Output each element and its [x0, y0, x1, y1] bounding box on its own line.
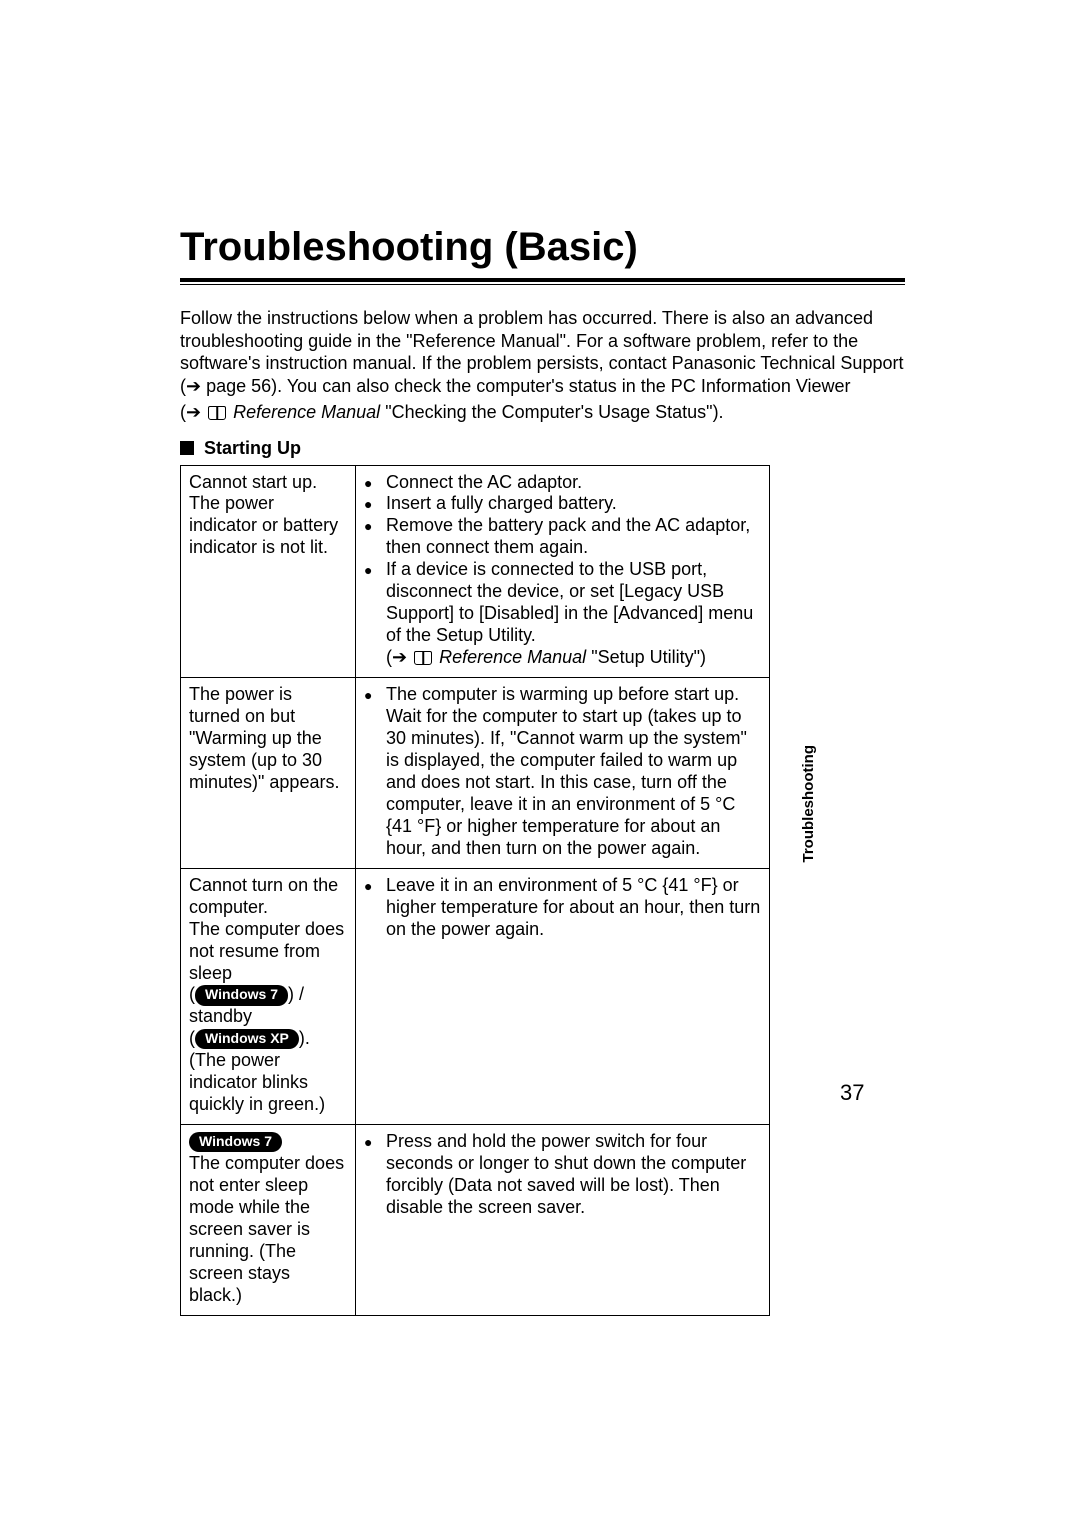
os-badge-winxp: Windows XP [195, 1029, 299, 1049]
sub-ref-prefix: (➔ [386, 647, 412, 667]
problem-text: Cannot start up. The power indicator or … [189, 472, 338, 558]
os-badge-win7: Windows 7 [195, 985, 288, 1005]
ref-manual-label: Reference Manual [233, 402, 380, 422]
table-row: The power is turned on but "Warming up t… [181, 678, 770, 869]
solution-item: Remove the battery pack and the AC adapt… [364, 515, 761, 559]
ref-suffix: "Checking the Computer's Usage Status"). [380, 402, 723, 422]
problem-text: The power is turned on but "Warming up t… [189, 684, 339, 792]
solution-item: If a device is connected to the USB port… [364, 559, 761, 669]
table-row: Windows 7 The computer does not enter sl… [181, 1125, 770, 1316]
problem-text-p2: The computer does not enter sleep mode w… [189, 1153, 344, 1305]
intro-paragraph: Follow the instructions below when a pro… [180, 307, 905, 397]
solution-cell: The computer is warming up before start … [356, 678, 770, 869]
solution-text: If a device is connected to the USB port… [386, 559, 753, 645]
section-heading: Starting Up [180, 438, 905, 459]
table-row: Cannot turn on the computer. The compute… [181, 868, 770, 1124]
troubleshooting-table: Cannot start up. The power indicator or … [180, 465, 770, 1316]
side-tab-label: Troubleshooting [800, 745, 817, 863]
problem-cell: Windows 7 The computer does not enter sl… [181, 1125, 356, 1316]
sub-ref-suffix: "Setup Utility") [586, 647, 706, 667]
section-heading-text: Starting Up [204, 438, 301, 458]
solution-cell: Press and hold the power switch for four… [356, 1125, 770, 1316]
page-title: Troubleshooting (Basic) [180, 225, 905, 270]
solution-item: Press and hold the power switch for four… [364, 1131, 761, 1219]
os-badge-wrap: (Windows 7) [189, 984, 294, 1004]
problem-cell: The power is turned on but "Warming up t… [181, 678, 356, 869]
problem-cell: Cannot turn on the computer. The compute… [181, 868, 356, 1124]
table-row: Cannot start up. The power indicator or … [181, 465, 770, 678]
book-icon [414, 651, 432, 665]
solution-item: Insert a fully charged battery. [364, 493, 761, 515]
solution-item: The computer is warming up before start … [364, 684, 761, 860]
square-bullet-icon [180, 441, 194, 455]
os-badge-win7: Windows 7 [189, 1132, 282, 1152]
solution-cell: Leave it in an environment of 5 °C {41 °… [356, 868, 770, 1124]
solution-item: Connect the AC adaptor. [364, 472, 761, 494]
problem-text-p1: Cannot turn on the computer. The compute… [189, 875, 344, 983]
book-icon [208, 406, 226, 420]
os-badge-wrap: (Windows XP) [189, 1028, 305, 1048]
page-number: 37 [840, 1080, 864, 1106]
reference-line: (➔ Reference Manual "Checking the Comput… [180, 401, 905, 424]
title-rule-thick [180, 278, 905, 282]
problem-cell: Cannot start up. The power indicator or … [181, 465, 356, 678]
solution-cell: Connect the AC adaptor. Insert a fully c… [356, 465, 770, 678]
ref-prefix: (➔ [180, 402, 206, 422]
solution-item: Leave it in an environment of 5 °C {41 °… [364, 875, 761, 941]
sub-reference: (➔ Reference Manual "Setup Utility") [386, 647, 706, 667]
sub-ref-label: Reference Manual [439, 647, 586, 667]
title-rule-thin [180, 284, 905, 285]
